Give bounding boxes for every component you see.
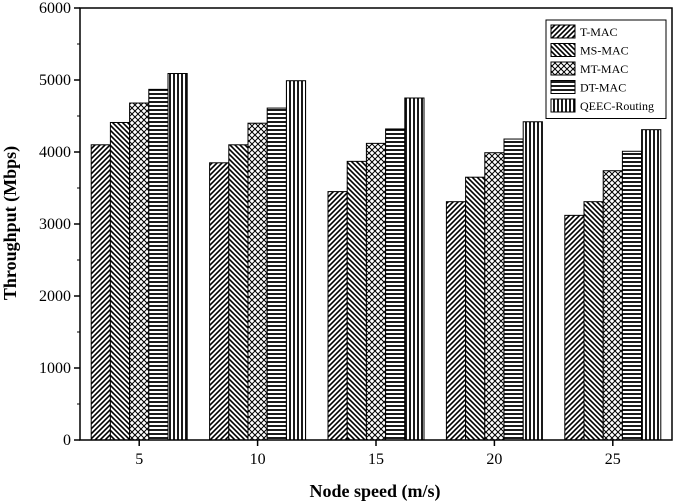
bar-ms-mac-25 — [583, 201, 604, 441]
x-tick-label: 25 — [605, 451, 621, 468]
bar-t-mac-25 — [564, 214, 585, 441]
x-tick-label: 10 — [250, 451, 266, 468]
bar-t-mac-20 — [445, 201, 467, 441]
bar-dt-mac-15 — [385, 128, 406, 441]
legend-label: MT-MAC — [580, 62, 628, 76]
bar-dt-mac-20 — [503, 138, 524, 441]
bar-mt-mac-15 — [365, 142, 387, 441]
bar-qeec-routing-25 — [641, 129, 662, 441]
legend-swatch — [550, 61, 576, 76]
y-tick-label: 0 — [63, 432, 71, 449]
y-axis-title: Throughput (Mbps) — [0, 146, 21, 300]
legend-label: MS-MAC — [580, 44, 629, 58]
legend-swatch — [550, 43, 576, 57]
x-tick-label: 20 — [486, 451, 502, 468]
y-tick-label: 5000 — [39, 72, 71, 89]
bar-qeec-routing-15 — [404, 97, 425, 441]
y-tick-label: 4000 — [39, 144, 71, 161]
bar-mt-mac-5 — [129, 102, 150, 441]
bars-group — [90, 73, 662, 441]
bar-ms-mac-10 — [228, 144, 249, 441]
legend-swatch — [550, 98, 576, 113]
legend-swatch — [550, 24, 576, 39]
bar-dt-mac-10 — [266, 107, 287, 441]
x-tick-label: 5 — [135, 451, 143, 468]
legend-label: T-MAC — [580, 25, 618, 39]
y-tick-label: 3000 — [39, 216, 71, 233]
bar-qeec-routing-5 — [167, 73, 188, 441]
legend-swatch — [550, 80, 576, 94]
legend-label: DT-MAC — [580, 81, 626, 95]
bar-qeec-routing-10 — [285, 80, 307, 441]
bar-dt-mac-5 — [148, 88, 169, 441]
axes-group: 5 10 15 20 25 0 1000 2000 3000 4000 5000 6000 — [39, 0, 673, 468]
bar-t-mac-10 — [209, 162, 230, 441]
x-axis-title: Node speed (m/s) — [310, 481, 441, 502]
bar-mt-mac-10 — [247, 122, 268, 441]
bar-dt-mac-25 — [621, 150, 643, 441]
bar-ms-mac-20 — [465, 176, 486, 441]
bar-mt-mac-20 — [484, 152, 505, 441]
legend: T-MAC MS-MAC MT-MAC DT-MAC QEEC-Routing — [545, 19, 667, 119]
bar-ms-mac-15 — [346, 160, 367, 441]
bar-qeec-routing-20 — [522, 121, 543, 441]
x-tick-label: 15 — [368, 451, 384, 468]
y-tick-label: 6000 — [39, 0, 71, 17]
legend-label: QEEC-Routing — [580, 99, 654, 113]
bar-mt-mac-25 — [602, 170, 623, 441]
bar-ms-mac-5 — [109, 121, 131, 441]
bar-t-mac-15 — [327, 191, 348, 441]
bar-t-mac-5 — [90, 144, 111, 441]
y-tick-label: 2000 — [39, 288, 71, 305]
y-tick-label: 1000 — [39, 360, 71, 377]
